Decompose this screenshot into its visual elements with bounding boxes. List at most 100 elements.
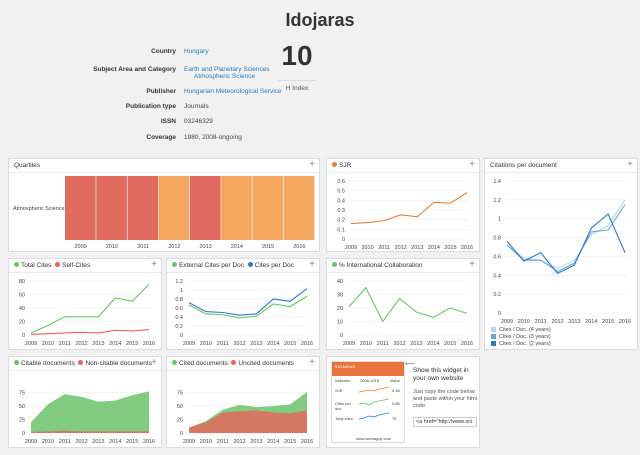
x-tick-label: 2012 — [551, 319, 563, 325]
x-tick-label: 2013 — [250, 341, 262, 347]
x-tick-label: 2016 — [143, 341, 155, 347]
quartile-cell — [158, 176, 190, 240]
x-tick-label: 2013 — [92, 341, 104, 347]
coverage-label: Coverage — [146, 134, 176, 141]
x-tick-label: 2009 — [25, 341, 37, 347]
card-title: Total Cites — [21, 262, 52, 269]
series-line — [506, 199, 626, 270]
quartile-cell — [96, 176, 127, 240]
widget-sparklines — [358, 386, 390, 420]
y-tick-label: 0.1 — [337, 227, 345, 233]
x-tick-label: 2012 — [233, 341, 245, 347]
y-tick-label: 0 — [342, 237, 345, 243]
citable-documents-chart: 0 25 50 75 2009 2010 2011 2012 2013 2014 2015 2016 — [19, 391, 155, 446]
y-tick-label: 0.2 — [493, 292, 501, 298]
expand-plus-icon[interactable]: + — [151, 357, 157, 368]
h-index-divider — [278, 80, 316, 81]
card-title: External Cites per Doc — [179, 262, 245, 269]
x-tick-label: 2010 — [42, 341, 54, 347]
x-tick-label: 2013 — [411, 245, 423, 251]
x-tick-label: 2016 — [143, 439, 155, 445]
card-title: Quartiles — [14, 162, 41, 169]
widget-card: IDOJARAS Indicator 2008-2016 Value SJR 0… — [326, 356, 480, 448]
widget-hint-1: Just copy the code below — [413, 389, 475, 395]
x-tick-label: 2013 — [92, 439, 104, 445]
series-area — [189, 410, 307, 433]
x-tick-label: 2013 — [410, 341, 422, 347]
international-collaboration-card: % International Collaboration + 0 10 20 30 4… — [326, 258, 480, 350]
expand-plus-icon[interactable]: + — [309, 159, 315, 170]
widget-preview-header: IDOJARAS — [332, 362, 404, 376]
issn-value: 03246329 — [184, 118, 213, 125]
quartile-cell — [127, 176, 159, 240]
expand-plus-icon[interactable]: + — [151, 259, 157, 270]
y-tick-label: 0.4 — [337, 198, 345, 204]
x-tick-label: 2014 — [267, 341, 279, 347]
widget-row-value: 0.85 — [392, 401, 400, 406]
publisher-link[interactable]: Hungarian Meteorological Service — [184, 88, 282, 95]
x-tick-label: 2015 — [262, 244, 274, 250]
card-header: Cited documents Uncited documents + — [167, 357, 319, 371]
quartile-cell — [252, 176, 284, 240]
card-title-2: Cites per Doc — [254, 262, 295, 269]
x-tick-label: 2011 — [59, 341, 71, 347]
widget-row-label: Total cites — [335, 416, 353, 421]
x-tick-label: 2012 — [233, 439, 245, 445]
x-tick-label: 2011 — [377, 341, 389, 347]
y-tick-label: 60 — [19, 293, 25, 299]
x-tick-label: 2016 — [301, 341, 313, 347]
pubtype-value: Journals — [184, 103, 209, 110]
y-tick-label: 0 — [498, 311, 501, 317]
expand-plus-icon[interactable]: + — [469, 159, 475, 170]
x-tick-label: 2010 — [200, 439, 212, 445]
y-tick-label: 0 — [22, 431, 25, 437]
x-tick-label: 2011 — [137, 244, 149, 250]
widget-row-label: SJR — [335, 388, 343, 393]
subject-category-link[interactable]: Atmospheric Science — [194, 73, 256, 80]
page-title: Idojaras — [285, 10, 355, 30]
y-tick-label: 25 — [19, 418, 25, 424]
publisher-label: Publisher — [146, 88, 176, 95]
widget-embed-code[interactable]: <a href="http://www.sci — [413, 417, 477, 427]
series-line — [506, 213, 626, 275]
series-line — [30, 329, 150, 335]
x-tick-label: 2016 — [301, 439, 313, 445]
series-area — [31, 391, 149, 433]
y-tick-label: 40 — [19, 306, 25, 312]
widget-preview-image[interactable]: IDOJARAS Indicator 2008-2016 Value SJR 0… — [331, 361, 405, 443]
widget-preview-footer: www.scimagojr.com — [356, 436, 392, 441]
widget-headline: Show this widget in your own website — [413, 367, 469, 383]
y-tick-label: 0 — [180, 333, 183, 339]
card-title: SJR — [339, 162, 352, 169]
x-tick-label: 2014 — [427, 341, 439, 347]
x-tick-label: 2013 — [200, 244, 212, 250]
widget-col-indicator: Indicator — [335, 378, 351, 383]
expand-plus-icon[interactable]: + — [469, 259, 475, 270]
x-tick-label: 2013 — [568, 319, 580, 325]
expand-plus-icon[interactable]: + — [309, 259, 315, 270]
series-area — [31, 430, 149, 433]
coverage-value: 1980, 2008-ongoing — [184, 134, 242, 141]
y-tick-label: 40 — [337, 279, 343, 285]
x-tick-label: 2014 — [585, 319, 597, 325]
y-tick-label: 0.4 — [175, 315, 183, 321]
citations-per-document-card: Citations per document + 0 0.2 0.4 0.6 0.8 1 1… — [484, 158, 638, 350]
x-tick-label: 2009 — [501, 319, 513, 325]
x-tick-label: 2012 — [75, 439, 87, 445]
subject-area-link[interactable]: Earth and Planetary Sciences — [184, 66, 270, 73]
legend-swatch — [491, 341, 496, 346]
citations-per-document-chart: 0 0.2 0.4 0.6 0.8 1 1.2 1.4 2009 2010 2011 2012 2013… — [491, 179, 631, 347]
x-tick-label: 2010 — [42, 439, 54, 445]
x-tick-label: 2009 — [25, 439, 37, 445]
expand-plus-icon[interactable]: + — [627, 159, 633, 170]
x-tick-label: 2009 — [183, 439, 195, 445]
y-tick-label: 0 — [22, 333, 25, 339]
card-header: Citable documents Non-citable documents … — [9, 357, 161, 371]
quartiles-chart: 2009 2010 2011 2012 2013 2014 2015 2016 Atmosphe… — [13, 176, 315, 250]
expand-plus-icon[interactable]: + — [309, 357, 315, 368]
y-tick-label: 0.6 — [493, 254, 501, 260]
country-link[interactable]: Hungary — [184, 48, 209, 55]
widget-line-1: Show this widget in — [413, 367, 469, 374]
legend-dot-icon — [247, 261, 253, 267]
legend-dot-icon — [231, 359, 237, 365]
